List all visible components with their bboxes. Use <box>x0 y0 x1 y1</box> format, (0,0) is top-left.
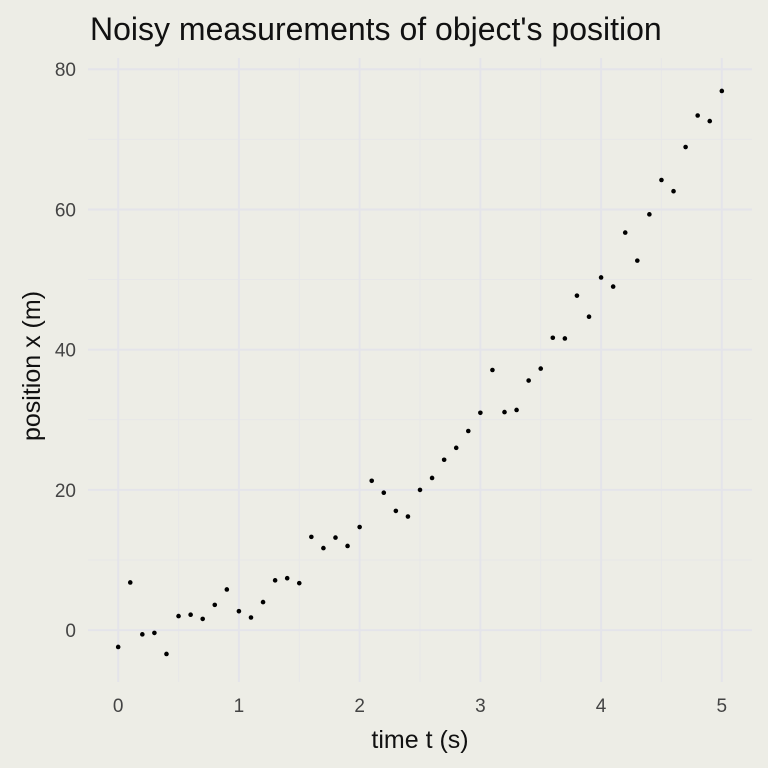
y-axis-tick-labels: 0 20 40 60 80 <box>55 60 76 642</box>
data-point <box>260 599 266 605</box>
data-point <box>514 407 519 413</box>
data-point <box>683 144 688 150</box>
y-tick-label: 0 <box>65 621 76 642</box>
data-point <box>574 293 580 298</box>
data-point <box>369 478 375 484</box>
y-axis-title: position x (m) <box>18 291 46 441</box>
data-point <box>429 475 435 481</box>
data-point <box>659 177 664 183</box>
x-tick-label: 2 <box>354 696 365 717</box>
data-point <box>465 428 471 434</box>
data-point <box>671 188 676 194</box>
data-point <box>622 230 628 235</box>
y-tick-label: 40 <box>55 341 76 362</box>
data-point <box>188 612 193 617</box>
data-point <box>248 615 254 620</box>
y-tick-label: 80 <box>55 60 76 81</box>
data-point <box>502 409 507 415</box>
x-tick-label: 5 <box>717 696 728 717</box>
data-point <box>345 543 350 549</box>
x-tick-label: 1 <box>234 696 245 717</box>
data-point <box>309 534 314 540</box>
data-point <box>127 580 133 585</box>
data-point <box>381 490 387 495</box>
data-point <box>490 367 495 373</box>
data-point <box>538 366 544 371</box>
data-point <box>236 608 242 614</box>
data-point <box>405 514 411 519</box>
x-tick-label: 3 <box>475 696 486 717</box>
data-point <box>562 336 568 341</box>
data-point <box>164 651 169 657</box>
data-point <box>393 508 399 514</box>
data-point <box>115 644 121 650</box>
data-point <box>321 545 326 551</box>
data-point <box>441 457 447 463</box>
data-point <box>176 613 181 619</box>
data-point <box>284 575 290 581</box>
y-tick-label: 20 <box>55 481 76 502</box>
data-point <box>224 587 230 592</box>
data-point <box>610 284 616 289</box>
data-point <box>478 410 483 416</box>
y-tick-label: 60 <box>55 200 76 221</box>
data-point <box>635 258 640 263</box>
data-point <box>550 335 556 341</box>
data-point <box>212 602 218 608</box>
x-axis-title: time t (s) <box>371 726 468 754</box>
data-point <box>296 580 302 586</box>
data-point <box>719 88 725 94</box>
data-point <box>200 616 205 622</box>
data-point <box>357 524 362 530</box>
x-tick-label: 0 <box>113 696 124 717</box>
data-point <box>453 445 459 451</box>
data-points <box>115 88 725 657</box>
data-point <box>586 314 592 320</box>
data-point <box>526 378 531 383</box>
data-point <box>333 535 338 540</box>
data-point <box>598 275 604 280</box>
data-point <box>272 578 278 583</box>
grid <box>88 58 752 682</box>
x-axis-tick-labels: 0 1 2 3 4 5 <box>113 696 727 717</box>
data-point <box>417 487 423 493</box>
x-tick-label: 4 <box>596 696 607 717</box>
data-point <box>695 113 700 118</box>
data-point <box>152 630 157 636</box>
chart-title: Noisy measurements of object's position <box>90 11 662 47</box>
data-point <box>707 118 713 124</box>
data-point <box>140 632 145 637</box>
data-point <box>647 212 652 217</box>
